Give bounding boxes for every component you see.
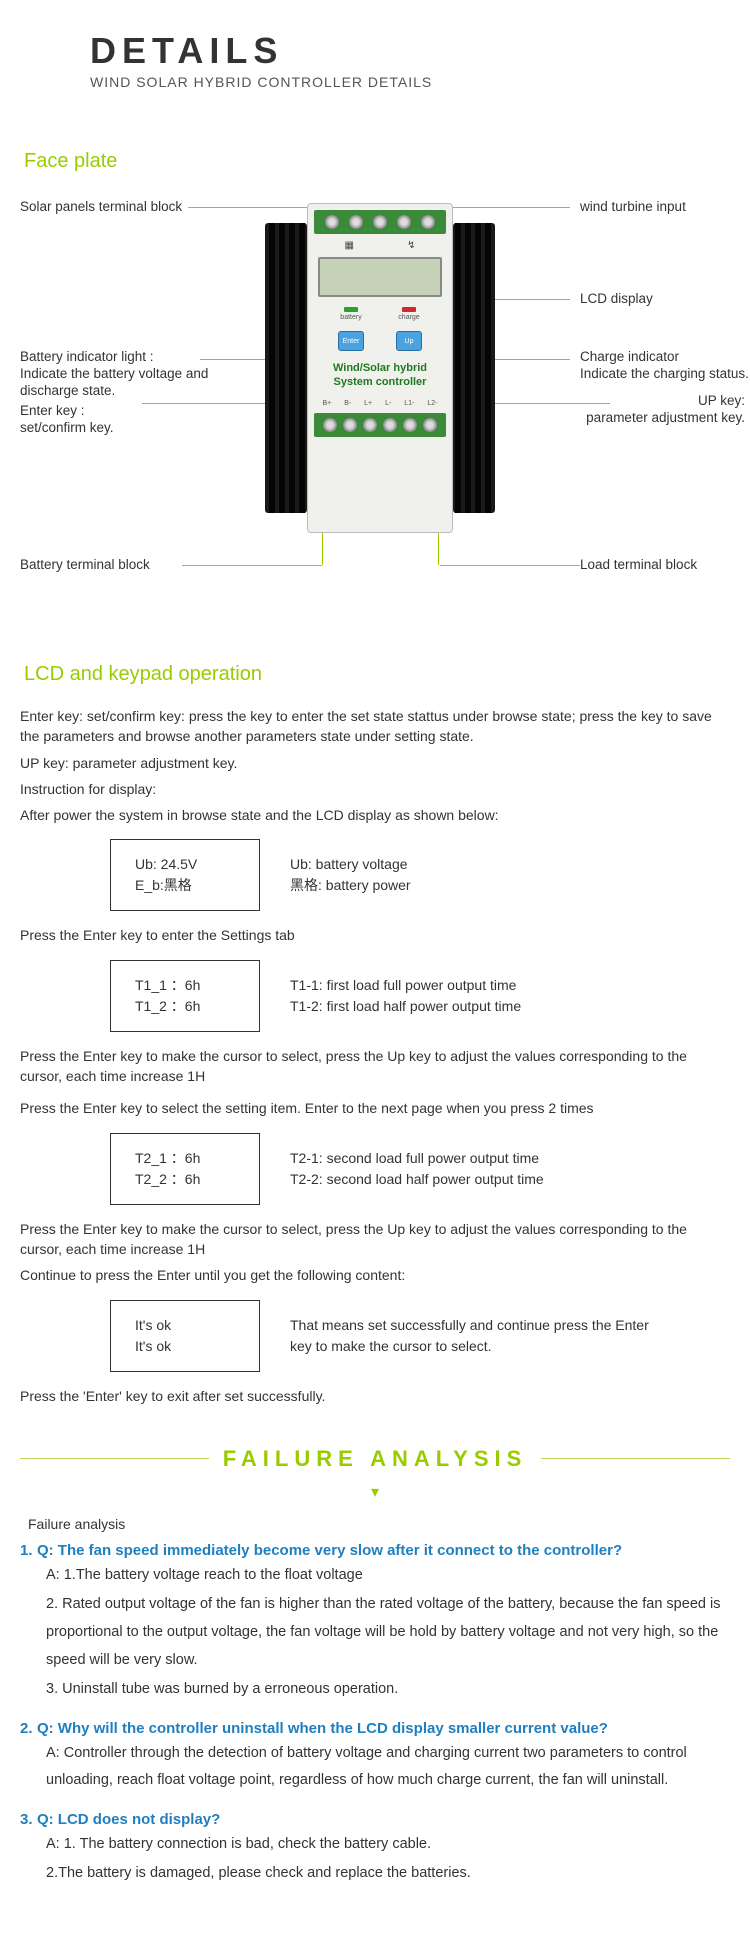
qa-answer-sub: 2.The battery is damaged, please check a… <box>46 1860 730 1888</box>
lcd-step-6: Press the 'Enter' key to exit after set … <box>20 1386 730 1406</box>
qa-answer-sub: 2. Rated output voltage of the fan is hi… <box>46 1591 730 1674</box>
qa-answer: A: 1. The battery connection is bad, che… <box>46 1831 730 1859</box>
device-label: Wind/Solar hybrid System controller <box>314 361 446 390</box>
qa-number: 1. <box>20 1542 33 1559</box>
lcd-screen <box>318 257 442 297</box>
page-title: DETAILS <box>90 30 670 72</box>
lcd-intro-1: Enter key: set/confirm key: press the ke… <box>20 706 730 747</box>
battery-led-label: battery <box>340 314 361 321</box>
qa-number: 3. <box>20 1811 33 1828</box>
display-desc-1: Ub: battery voltage 黑格: battery power <box>290 854 411 896</box>
page-subtitle: WIND SOLAR HYBRID CONTROLLER DETAILS <box>90 74 670 90</box>
callout-load-terminal: Load terminal block <box>580 557 697 574</box>
enter-button[interactable]: Enter <box>338 331 364 351</box>
page-header: DETAILS WIND SOLAR HYBRID CONTROLLER DET… <box>20 20 730 120</box>
lcd-step-1: Press the Enter key to enter the Setting… <box>20 925 730 945</box>
failure-subtitle: Failure analysis <box>28 1516 730 1532</box>
bottom-port-labels: B+B-L+L-L1-L2- <box>316 400 444 407</box>
display-desc-3: T2-1: second load full power output time… <box>290 1148 544 1190</box>
top-terminal-strip <box>314 210 446 234</box>
section-title-faceplate: Face plate <box>20 150 730 173</box>
failure-banner: FAILURE ANALYSIS <box>20 1446 730 1472</box>
up-button[interactable]: Up <box>396 331 422 351</box>
device-illustration: ▦ ↯ battery charge Enter Up Wind/Solar h… <box>265 203 495 533</box>
display-box-1: Ub: 24.5V E_b:黑格 <box>110 839 260 911</box>
qa-question: Q: LCD does not display? <box>37 1811 220 1828</box>
display-box-2: T1_1 ：6h T1_2 ：6h <box>110 960 260 1032</box>
chevron-down-icon: ▾ <box>20 1482 730 1502</box>
lcd-intro-2: UP key: parameter adjustment key. <box>20 753 730 773</box>
display-desc-2: T1-1: first load full power output time … <box>290 975 521 1017</box>
qa-item: 1. Q: The fan speed immediately become v… <box>20 1542 730 1704</box>
lcd-step-4: Press the Enter key to make the cursor t… <box>20 1219 730 1260</box>
callout-enter-key: Enter key : set/confirm key. <box>20 403 220 437</box>
charge-led <box>402 307 416 312</box>
lcd-step-2: Press the Enter key to make the cursor t… <box>20 1046 730 1087</box>
callout-battery-terminal: Battery terminal block <box>20 557 150 574</box>
qa-answer-sub: 3. Uninstall tube was burned by a errone… <box>46 1676 730 1704</box>
qa-item: 2. Q: Why will the controller uninstall … <box>20 1720 730 1795</box>
qa-answer: A: 1.The battery voltage reach to the fl… <box>46 1562 730 1590</box>
display-desc-4: That means set successfully and continue… <box>290 1315 650 1357</box>
lcd-intro-3: Instruction for display: <box>20 779 730 799</box>
callout-battery-indicator: Battery indicator light : Indicate the b… <box>20 349 220 400</box>
callout-up-key: UP key: parameter adjustment key. <box>565 393 745 427</box>
faceplate-diagram: Solar panels terminal block Battery indi… <box>20 193 730 613</box>
qa-item: 3. Q: LCD does not display? A: 1. The bat… <box>20 1811 730 1888</box>
qa-answer: A: Controller through the detection of b… <box>46 1740 730 1795</box>
callout-wind-input: wind turbine input <box>580 199 686 216</box>
callout-solar-terminal: Solar panels terminal block <box>20 199 182 216</box>
bottom-terminal-strip <box>314 413 446 437</box>
qa-question: Q: The fan speed immediately become very… <box>37 1542 622 1559</box>
charge-led-label: charge <box>398 314 419 321</box>
section-title-lcd: LCD and keypad operation <box>20 663 730 686</box>
callout-lcd: LCD display <box>580 291 653 308</box>
lcd-step-5: Continue to press the Enter until you ge… <box>20 1265 730 1285</box>
lcd-step-3: Press the Enter key to select the settin… <box>20 1098 730 1118</box>
qa-question: Q: Why will the controller uninstall whe… <box>37 1720 608 1737</box>
turbine-icon: ↯ <box>407 240 415 251</box>
display-box-3: T2_1 ：6h T2_2 ：6h <box>110 1133 260 1205</box>
qa-number: 2. <box>20 1720 33 1737</box>
battery-led <box>344 307 358 312</box>
panel-icon: ▦ <box>345 240 354 251</box>
display-box-4: It's ok It's ok <box>110 1300 260 1372</box>
callout-charge-indicator: Charge indicator Indicate the charging s… <box>580 349 750 383</box>
lcd-intro-4: After power the system in browse state a… <box>20 805 730 825</box>
